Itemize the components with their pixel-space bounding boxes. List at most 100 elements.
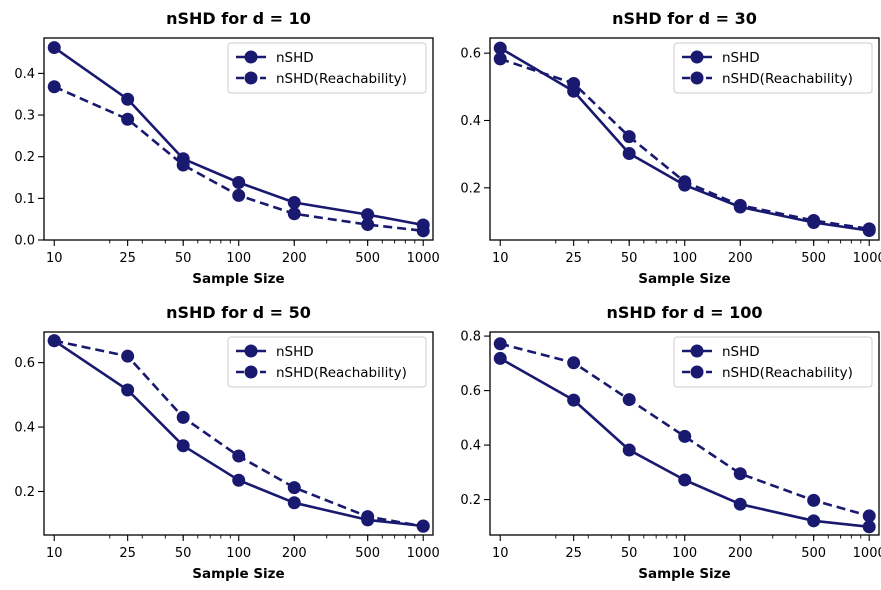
data-point	[47, 41, 61, 55]
data-point	[361, 218, 375, 232]
chart-title: nSHD for d = 10	[166, 9, 311, 28]
data-point	[176, 158, 190, 172]
legend-box	[227, 42, 427, 94]
y-tick-label: 0.4	[14, 421, 35, 436]
data-point	[361, 208, 375, 222]
chart-panel: nSHD for d = 100 10 25 50 100 200 500 1000 0.2 0.…	[460, 303, 881, 582]
legend-label: nSHD(Reachability)	[276, 71, 407, 87]
x-tick-label: 1000	[407, 251, 440, 266]
y-tick-label: 0.6	[460, 47, 481, 62]
data-point	[493, 351, 507, 365]
legend-label: nSHD(Reachability)	[722, 365, 853, 381]
x-tick-label: 50	[621, 546, 638, 561]
x-tick-label: 1000	[853, 546, 881, 561]
chart-panel: nSHD for d = 30 10 25 50 100 200 500 1000 0.2 0.4…	[460, 9, 881, 287]
legend-marker	[690, 344, 704, 358]
legend: nSHD nSHD(Reachability)	[673, 42, 873, 94]
data-point	[176, 410, 190, 424]
x-tick-label: 200	[728, 251, 753, 266]
data-point	[287, 481, 301, 495]
data-point	[622, 146, 636, 160]
data-point	[232, 449, 246, 463]
chart-panel: nSHD for d = 50 10 25 50 100 200 500 1000 0.2 0.4…	[14, 303, 439, 582]
x-tick-label: 25	[565, 546, 582, 561]
chart-title: nSHD for d = 100	[607, 303, 763, 322]
x-axis-label: Sample Size	[638, 271, 730, 287]
x-tick-label: 25	[119, 546, 136, 561]
data-point	[807, 493, 821, 507]
x-axis-label: Sample Size	[638, 566, 730, 582]
legend-marker	[244, 344, 258, 358]
legend-label: nSHD(Reachability)	[722, 71, 853, 87]
x-tick-label: 100	[672, 546, 697, 561]
legend-label: nSHD	[276, 50, 314, 66]
x-tick-label: 500	[355, 546, 380, 561]
y-tick-label: 0.0	[14, 234, 35, 249]
y-tick-label: 0.2	[14, 485, 35, 500]
data-point	[176, 439, 190, 453]
legend-marker	[690, 50, 704, 64]
x-tick-label: 50	[621, 251, 638, 266]
x-tick-label: 10	[492, 546, 509, 561]
legend: nSHD nSHD(Reachability)	[227, 336, 427, 388]
x-tick-label: 200	[282, 251, 307, 266]
data-point	[567, 356, 581, 370]
x-tick-label: 25	[565, 251, 582, 266]
data-point	[678, 429, 692, 443]
legend-box	[227, 336, 427, 388]
x-tick-label: 500	[801, 251, 826, 266]
data-point	[232, 176, 246, 190]
x-axis-label: Sample Size	[192, 566, 284, 582]
legend-marker	[244, 50, 258, 64]
data-point	[493, 337, 507, 351]
data-point	[121, 92, 135, 106]
data-point	[622, 130, 636, 144]
chart-title: nSHD for d = 50	[166, 303, 311, 322]
data-point	[287, 207, 301, 221]
legend-marker	[690, 71, 704, 85]
y-tick-label: 0.4	[460, 439, 481, 454]
legend-label: nSHD	[722, 344, 760, 360]
data-point	[678, 473, 692, 487]
data-point	[416, 519, 430, 533]
data-point	[807, 213, 821, 227]
legend: nSHD nSHD(Reachability)	[673, 336, 873, 388]
data-point	[622, 393, 636, 407]
x-tick-label: 200	[282, 546, 307, 561]
x-tick-label: 50	[175, 546, 192, 561]
x-tick-label: 500	[801, 546, 826, 561]
data-point	[733, 198, 747, 212]
x-tick-label: 100	[672, 251, 697, 266]
x-tick-label: 10	[46, 251, 63, 266]
x-tick-label: 1000	[407, 546, 440, 561]
x-tick-label: 10	[46, 546, 63, 561]
data-point	[567, 393, 581, 407]
legend-marker	[244, 71, 258, 85]
data-point	[807, 514, 821, 528]
data-point	[287, 196, 301, 210]
legend-marker	[690, 365, 704, 379]
data-point	[862, 520, 876, 534]
legend: nSHD nSHD(Reachability)	[227, 42, 427, 94]
data-point	[121, 349, 135, 363]
data-point	[47, 80, 61, 94]
data-point	[47, 334, 61, 348]
legend-box	[673, 336, 873, 388]
data-point	[493, 52, 507, 66]
x-tick-label: 10	[492, 251, 509, 266]
data-point	[361, 510, 375, 524]
data-point	[493, 41, 507, 55]
data-point	[862, 222, 876, 236]
x-tick-label: 500	[355, 251, 380, 266]
data-point	[232, 188, 246, 202]
y-tick-label: 0.4	[14, 67, 35, 82]
y-tick-label: 0.6	[14, 356, 35, 371]
data-point	[678, 175, 692, 189]
data-point	[733, 467, 747, 481]
y-tick-label: 0.1	[14, 192, 35, 207]
y-tick-label: 0.6	[460, 384, 481, 399]
data-point	[862, 509, 876, 523]
x-tick-label: 200	[728, 546, 753, 561]
x-tick-label: 25	[119, 251, 136, 266]
